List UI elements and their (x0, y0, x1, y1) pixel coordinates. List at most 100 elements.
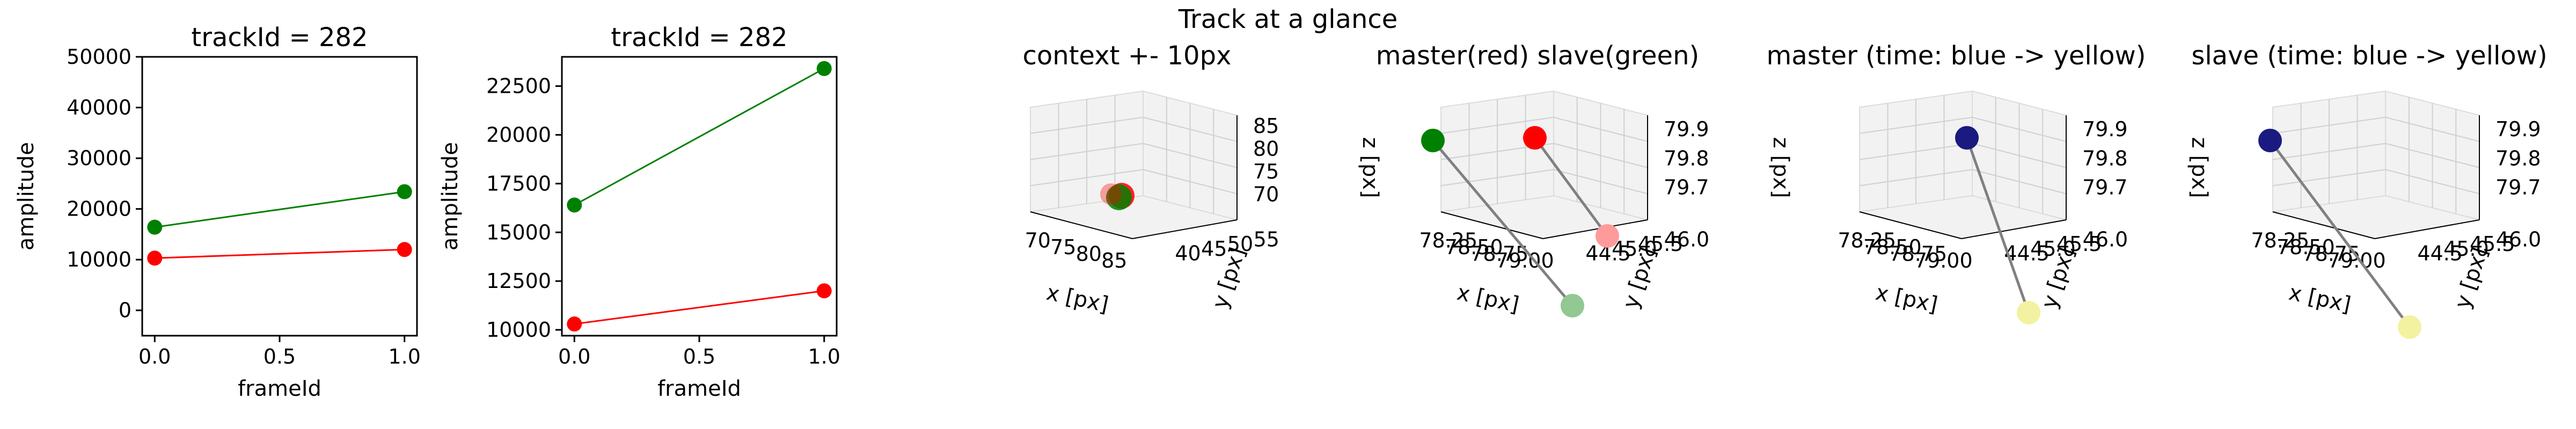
x-tick-label: 80 (1076, 242, 1102, 265)
x-tick-label: 75 (1050, 235, 1076, 259)
y-tick-label: 50000 (67, 45, 131, 69)
data-point (147, 219, 163, 235)
grid-line (2272, 143, 2386, 160)
grid-line (1972, 143, 2067, 168)
data-point (1596, 224, 1619, 248)
x-tick-label: 78.50 (2277, 235, 2335, 259)
data-point (2017, 301, 2040, 324)
grid-line (1553, 169, 1648, 195)
y-tick-label: 20000 (486, 123, 551, 146)
grid-line (1030, 169, 1144, 187)
y-tick-label: 45.0 (1612, 237, 1657, 261)
y-tick-label: 45.0 (2443, 237, 2489, 261)
z-tick-label: 79.8 (1664, 146, 1709, 170)
y-tick-label: 10000 (67, 248, 131, 271)
data-point (2258, 129, 2282, 152)
x-axis-line (1030, 211, 1133, 239)
grid-line (1972, 169, 2067, 195)
y-tick-label: 45.5 (2057, 232, 2102, 256)
trajectory-line (1533, 137, 1609, 237)
data-point (567, 316, 582, 332)
y-tick-label: 40000 (67, 96, 131, 120)
data-point (816, 283, 832, 299)
master-slave-3d-panel: master(red) slave(green)78.2578.5078.757… (1376, 41, 1793, 317)
y-tick-label: 45.5 (1638, 232, 1684, 256)
z-tick-label: 70 (1253, 182, 1279, 206)
x-axis-label: frameId (238, 376, 321, 401)
z-axis-label: z [px] (2187, 137, 2212, 198)
grid-line (2385, 143, 2480, 168)
grid-line (1553, 143, 1648, 168)
y-tick-label: 44.5 (2417, 242, 2463, 265)
x-tick-label: 85 (1101, 249, 1127, 272)
data-point (1955, 126, 1979, 150)
data-point (567, 197, 582, 213)
slave-time-3d-panel: slave (time: blue -> yellow) 78.2578.5078… (2191, 41, 2548, 339)
data-point (397, 242, 412, 257)
chart-title: slave (time: blue -> yellow) (2191, 41, 2547, 71)
x-tick-label: 79.00 (1914, 249, 1973, 272)
grid-line (1143, 169, 1238, 195)
x-axis-label: x [px] (1044, 280, 1111, 317)
z-tick-label: 79.9 (2496, 117, 2541, 141)
x-axis-label: x [px] (2287, 280, 2353, 317)
y-tick-label: 17500 (486, 172, 551, 195)
z-tick-label: 79.8 (2082, 146, 2128, 170)
y-tick-label: 46.0 (2496, 227, 2542, 251)
grid-line (2385, 169, 2480, 195)
y-axis-label: amplitude (14, 142, 39, 250)
y-tick-label: 40 (1175, 242, 1201, 265)
x-tick-label: 78.50 (1863, 235, 1922, 259)
amplitude-panel-2: trackId = 282 0.0 0.5 1.0 10000 12500 15000 175… (438, 23, 840, 401)
chart-title: trackId = 282 (611, 23, 787, 53)
x-axis-label: x [px] (1874, 280, 1940, 317)
x-tick-label: 0.0 (138, 345, 171, 368)
chart-title: trackId = 282 (191, 23, 368, 53)
y-tick-label: 46.0 (2083, 227, 2128, 251)
amplitude-panel-1: trackId = 282 0.0 0.5 1.0 0 10000 20000 30000 40… (14, 23, 421, 401)
series-line (574, 68, 825, 206)
z-axis-label: z [px] (1768, 137, 1793, 198)
trajectory-line (2268, 139, 2411, 328)
grid-line (1440, 169, 1554, 187)
x-tick-label: 0.0 (558, 345, 590, 368)
master-time-3d-panel: master (time: blue -> yellow)78.2578.507… (1767, 41, 2212, 324)
y-tick-label: 20000 (67, 197, 131, 221)
x-tick-label: 79.00 (1496, 249, 1554, 272)
data-point (816, 61, 832, 76)
y-tick-label: 22500 (486, 75, 551, 98)
z-tick-label: 79.9 (2082, 117, 2128, 141)
series-line (574, 290, 824, 325)
trajectory-line (1432, 139, 1574, 307)
figure-suptitle: Track at a glance (1178, 4, 1398, 34)
series-line (155, 248, 405, 259)
y-axis-label: amplitude (438, 142, 463, 250)
z-tick-label: 79.7 (1664, 175, 1709, 199)
data-point (2398, 315, 2421, 339)
y-tick-label: 0 (119, 299, 131, 322)
x-tick-label: 78.25 (1419, 228, 1477, 252)
y-axis-line (2374, 219, 2480, 239)
y-tick-label: 10000 (486, 318, 551, 342)
x-tick-label: 79.00 (2328, 249, 2386, 272)
x-axis-line (1440, 211, 1543, 239)
x-tick-label: 1.0 (389, 345, 421, 368)
z-tick-label: 85 (1253, 114, 1279, 138)
data-point (397, 184, 412, 199)
y-tick-label: 45.5 (2470, 232, 2515, 256)
x-axis-line (2272, 211, 2375, 239)
x-axis-label: frameId (657, 376, 741, 401)
x-tick-label: 78.75 (1889, 242, 1947, 265)
grid-line (2272, 169, 2386, 187)
x-axis-line (1859, 211, 1962, 239)
y-tick-label: 45.0 (2030, 237, 2076, 261)
trajectory-line (1965, 137, 2030, 313)
grid-line (1859, 169, 1973, 187)
z-axis-label: z [px] (1358, 137, 1382, 198)
z-tick-label: 75 (1253, 160, 1279, 183)
data-point (1100, 183, 1122, 205)
y-tick-label: 30000 (67, 146, 131, 170)
z-tick-label: 79.9 (1664, 117, 1709, 141)
x-tick-label: 0.5 (264, 345, 296, 368)
x-axis-label: x [px] (1455, 280, 1521, 317)
